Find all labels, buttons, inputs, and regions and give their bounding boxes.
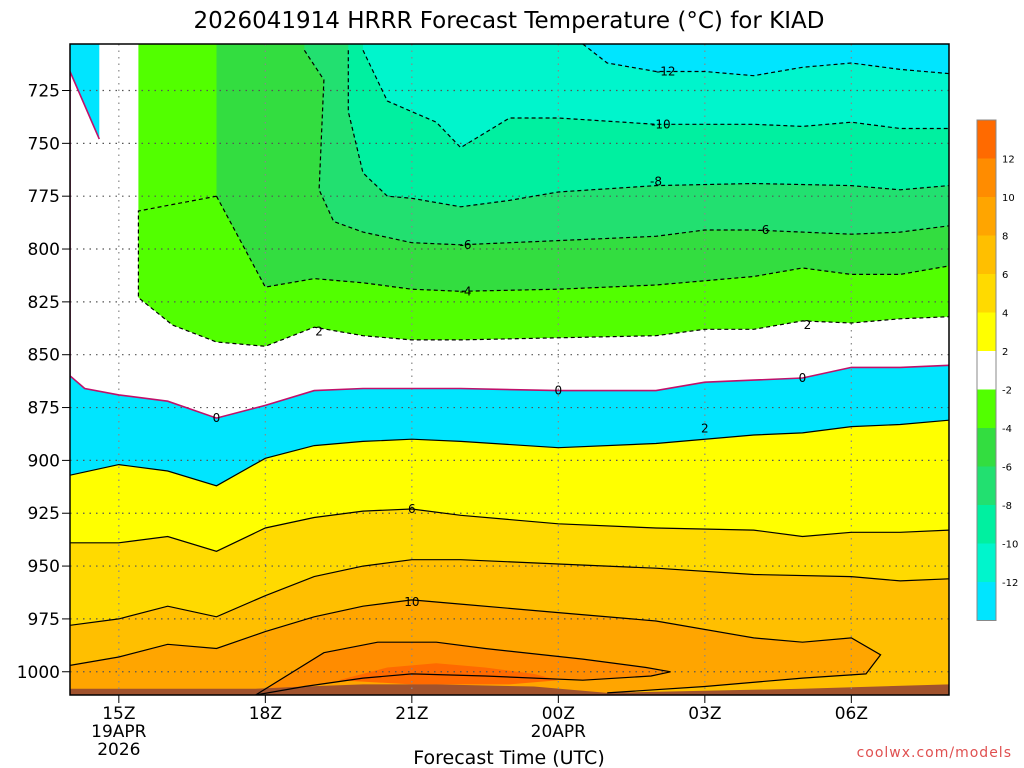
colorbar-label: 4 [1002,309,1008,320]
x-tick-label: 00Z [542,704,575,724]
y-tick-label: 925 [28,504,60,524]
isotherm-0 [70,71,949,419]
ground-surface [70,684,949,695]
contour-label: 0 [213,411,221,425]
isotherm-6 [70,559,949,626]
contour-label: -10 [651,117,671,131]
colorbar-label: -4 [1002,424,1012,435]
y-tick-label: 875 [28,399,60,419]
contour-label: 6 [408,502,416,516]
x-tick-label: 20APR [531,722,587,742]
colorbar-label: -12 [1002,578,1018,589]
contour-label: -6 [757,223,769,237]
fill-band-minus-2-top [138,44,217,211]
colorbar-swatch [977,120,996,159]
contour-label: 2 [701,422,709,436]
colorbar-swatch [977,312,996,351]
isotherm-4 [70,508,949,552]
color-scale-bar: 12 10 8 6 4 2 -2 -4 -6 -8 -10 -12 [976,119,1018,621]
contour-label: -4 [460,284,472,298]
colorbar-swatch [977,389,996,428]
y-axis: 725 750 775 800 825 850 875 900 925 950 975 1000 [17,82,70,683]
isotherm-contours [70,44,949,695]
x-tick-label: 06Z [835,704,868,724]
colorbar-swatch [977,428,996,467]
y-tick-label: 975 [28,610,60,630]
colorbar-swatch [977,582,996,621]
y-tick-label: 950 [28,557,60,577]
plot-frame [69,43,950,696]
colorbar-label: 12 [1002,155,1015,166]
y-tick-label: 725 [28,82,60,102]
isotherm--6 [303,49,949,246]
y-tick-label: 775 [28,187,60,207]
fill-band-12 [338,663,559,685]
credit-text: coolwx.com/models [857,745,1012,761]
colorbar-label: -10 [1002,540,1018,551]
colorbar-label: -6 [1002,463,1012,474]
isotherm-8 [70,599,882,694]
fill-band-minus-12 [582,44,949,76]
isotherm--12 [582,44,949,77]
grid-lines [70,44,949,695]
fill-band-minus-10 [363,44,949,148]
colorbar-label: 8 [1002,232,1008,243]
colorbar-label: 10 [1002,193,1015,204]
contour-label: -8 [650,174,662,188]
y-tick-label: 900 [28,451,60,471]
contour-label: 0 [799,371,807,385]
y-tick-label: 850 [28,346,60,366]
contour-label: -6 [460,238,472,252]
colorbar-swatch [977,235,996,274]
isotherm-10 [255,641,671,695]
colorbar-swatch [977,197,996,236]
x-tick-label: 15Z [102,704,135,724]
contour-label: 2 [315,324,323,338]
x-tick-label: 2026 [97,740,140,760]
colorbar-label: -2 [1002,386,1012,397]
colorbar-label: 6 [1002,270,1008,281]
colorbar-label: 2 [1002,347,1008,358]
y-tick-label: 750 [28,134,60,154]
colorbar-swatch [977,158,996,197]
x-tick-label: 03Z [688,704,721,724]
plot-area: -12 -10 -8 -6 -6 -4 2 2 0 0 0 2 6 10 [70,44,949,695]
x-tick-label: 19APR [91,722,147,742]
isotherm--8 [347,50,949,208]
chart-title: 2026041914 HRRR Forecast Temperature (°C… [194,8,825,34]
x-tick-label: 18Z [249,704,282,724]
colorbar-swatch [977,543,996,582]
isotherm--2 [137,195,949,347]
colorbar-swatch [977,466,996,505]
ground-fill [70,684,949,695]
contour-label: 0 [555,384,563,398]
x-tick-label: 21Z [395,704,428,724]
temperature-fill-bands [70,44,949,695]
colorbar-frame [976,119,997,621]
y-tick-label: 800 [28,240,60,260]
colorbar-swatch [977,351,996,390]
isotherm--10 [362,50,949,149]
contour-label: 2 [804,318,812,332]
colorbar-swatch [977,505,996,544]
y-tick-label: 1000 [17,663,60,683]
colorbar-swatch [977,274,996,313]
x-axis-label: Forecast Time (UTC) [413,747,604,768]
isotherm-2 [70,419,949,487]
y-tick-label: 825 [28,293,60,313]
contour-label: 10 [404,595,419,609]
colorbar-label: -8 [1002,501,1012,512]
contour-labels: -12 -10 -8 -6 -6 -4 2 2 0 0 0 2 6 10 [213,64,812,609]
contour-label: -12 [656,64,676,78]
